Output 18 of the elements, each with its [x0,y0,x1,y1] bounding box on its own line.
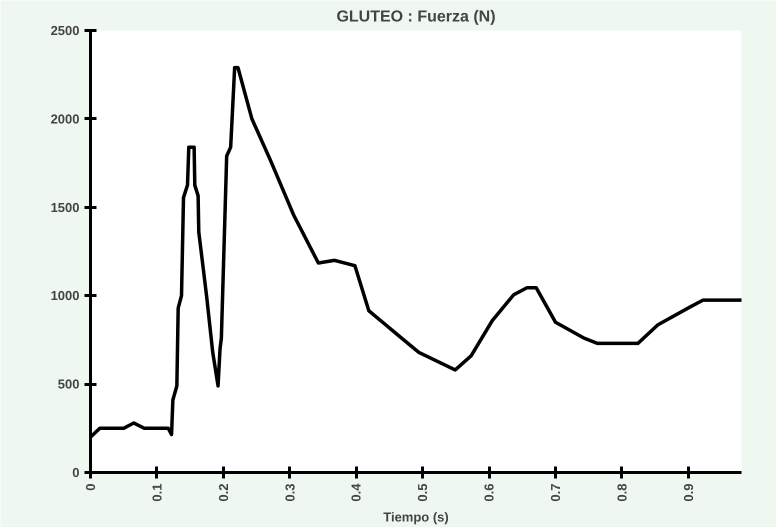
x-tick-label: 0.6 [482,483,497,502]
x-tick-label: 0.8 [614,483,630,502]
y-tick-label: 1500 [50,200,80,215]
y-tick-label: 0 [72,465,80,480]
x-tick-label: 0.7 [548,483,563,502]
x-tick-label: 0 [83,483,98,491]
y-tick-label: 2000 [50,111,80,126]
y-tick-label: 1000 [50,288,80,304]
x-tick-label: 0.1 [149,483,164,502]
x-tick-label: 0.4 [348,482,364,502]
x-tick-label: 0.9 [680,483,696,502]
x-tick-label: 0.2 [216,483,231,502]
y-tick-label: 2500 [50,23,80,38]
chart-title: GLUTEO : Fuerza (N) [336,8,496,26]
x-tick-label: 0.5 [415,483,430,502]
y-tick-label: 500 [58,376,80,392]
x-axis-title: Tiempo (s) [383,510,449,525]
x-tick-label: 0.3 [282,483,298,502]
